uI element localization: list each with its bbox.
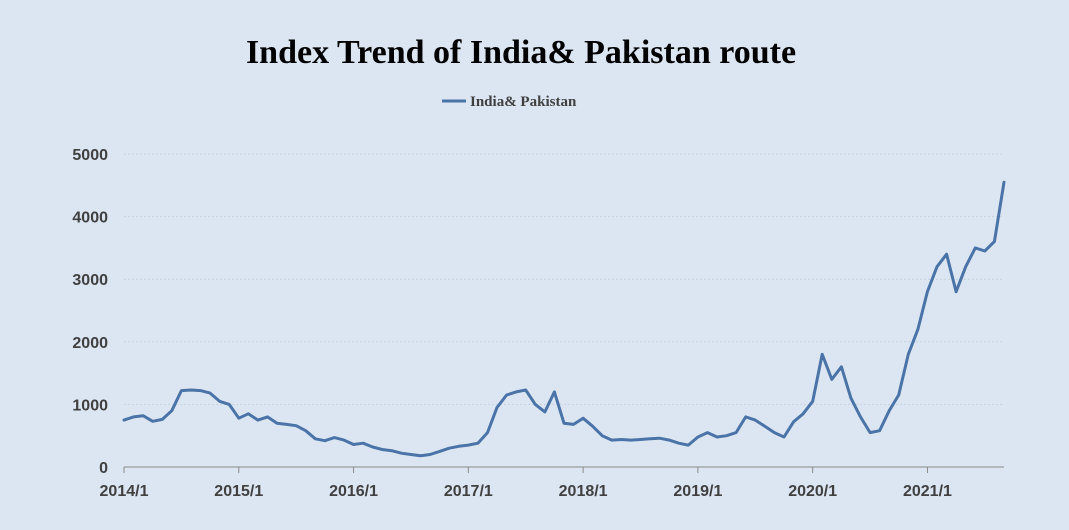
- y-tick-label: 4000: [72, 210, 108, 227]
- x-tick-label: 2014/1: [100, 483, 149, 500]
- x-tick-label: 2020/1: [788, 483, 837, 500]
- gridlines: [124, 153, 1004, 405]
- y-tick-label: 5000: [72, 147, 108, 164]
- legend: India& Pakistan: [442, 94, 577, 110]
- legend-label: India& Pakistan: [470, 94, 577, 110]
- y-tick-label: 1000: [72, 397, 108, 414]
- x-tick-label: 2017/1: [444, 483, 493, 500]
- axes: 0 1000 2000 3000 4000 5000 2014/1 2015/1 2016/1 2…: [72, 147, 1004, 500]
- x-tick-label: 2018/1: [559, 483, 608, 500]
- series-line: [122, 180, 1006, 458]
- x-tick-label: 2021/1: [903, 483, 952, 500]
- y-tick-label: 3000: [72, 272, 108, 289]
- x-tick-label: 2015/1: [214, 483, 263, 500]
- y-tick-label: 0: [99, 460, 108, 477]
- series-layer: [122, 180, 1006, 458]
- x-tick-label: 2019/1: [673, 483, 722, 500]
- y-tick-label: 2000: [72, 335, 108, 352]
- x-tick-label: 2016/1: [329, 483, 378, 500]
- chart-title: Index Trend of India& Pakistan route: [246, 34, 796, 71]
